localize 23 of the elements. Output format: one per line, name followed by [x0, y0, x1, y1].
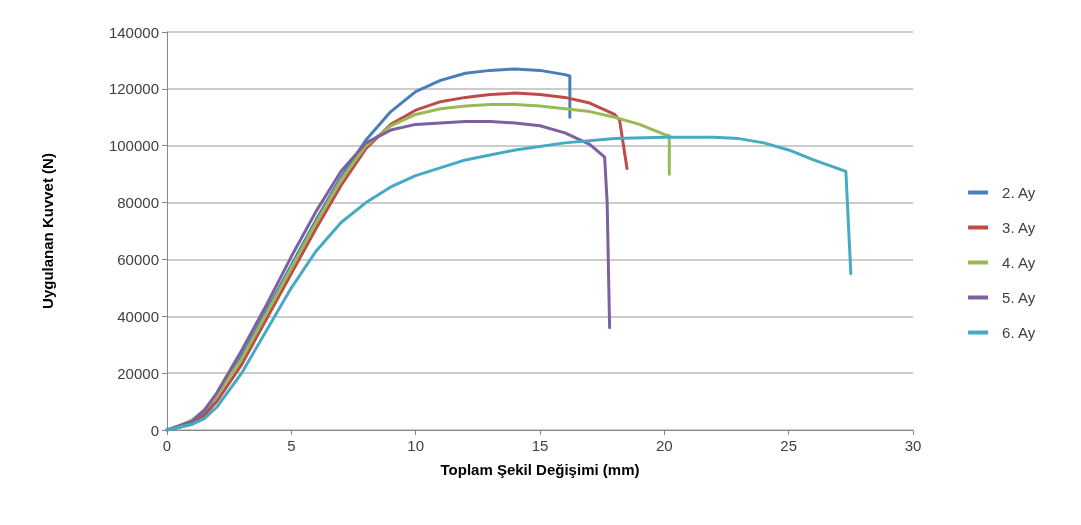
y-axis-title: Uygulanan Kuvvet (N) — [39, 153, 56, 309]
y-tick-label: 20000 — [117, 364, 159, 382]
x-tick-label: 20 — [655, 437, 673, 454]
y-tick-label: 100000 — [108, 137, 159, 155]
x-tick-label: 0 — [162, 437, 172, 454]
legend-label: 2. Ay — [1002, 184, 1036, 201]
legend-label: 5. Ay — [1002, 289, 1036, 306]
x-tick-label: 15 — [531, 437, 549, 454]
legend-label: 4. Ay — [1002, 254, 1036, 271]
legend-label: 3. Ay — [1002, 219, 1036, 236]
y-tick-label: 120000 — [108, 80, 159, 98]
x-tick-label: 25 — [780, 437, 798, 454]
x-tick-label: 10 — [407, 437, 425, 454]
line-series — [165, 135, 853, 432]
y-tick-label: 60000 — [117, 250, 159, 268]
legend-label: 6. Ay — [1002, 324, 1036, 341]
y-tick-label: 140000 — [108, 23, 159, 41]
x-tick-label: 30 — [904, 437, 922, 454]
y-tick-label: 0 — [150, 421, 159, 439]
x-axis-title: Toplam Şekil Değişimi (mm) — [440, 461, 640, 478]
y-tick-label: 40000 — [117, 307, 159, 325]
x-tick-label: 5 — [287, 437, 296, 454]
y-tick-label: 80000 — [117, 194, 159, 212]
